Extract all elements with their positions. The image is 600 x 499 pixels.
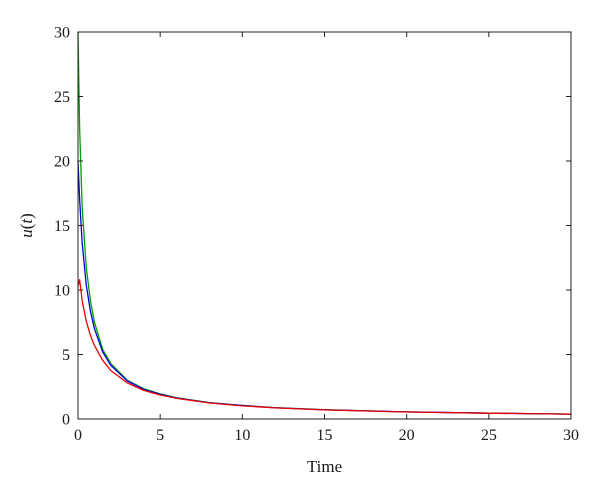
y-tick-label: 30 bbox=[54, 25, 70, 42]
series-line-3 bbox=[77, 279, 572, 415]
y-tick-label: 15 bbox=[54, 218, 70, 235]
series-line-1 bbox=[77, 31, 572, 415]
plot-frame bbox=[77, 31, 572, 420]
x-tick-label: 25 bbox=[481, 427, 497, 444]
x-tick-label: 20 bbox=[399, 427, 415, 444]
x-tick-label: 30 bbox=[563, 427, 579, 444]
axis-tick-labels: 0 5 10 15 20 25 30 0 5 10 15 20 25 30 bbox=[54, 25, 579, 445]
x-tick-label: 0 bbox=[74, 427, 82, 444]
x-tick-label: 5 bbox=[156, 427, 164, 444]
plot-lines bbox=[77, 31, 572, 415]
y-tick-label: 0 bbox=[62, 412, 70, 429]
y-tick-label: 25 bbox=[54, 89, 70, 106]
x-axis-title: Time bbox=[307, 457, 342, 476]
y-tick-label: 10 bbox=[54, 283, 70, 300]
x-tick-label: 10 bbox=[234, 427, 250, 444]
y-tick-label: 5 bbox=[62, 347, 70, 364]
y-axis-title: u(t) bbox=[17, 213, 36, 238]
series-line-2 bbox=[77, 160, 572, 415]
y-tick-label: 20 bbox=[54, 154, 70, 171]
axis-ticks bbox=[77, 31, 572, 420]
x-tick-label: 15 bbox=[317, 427, 333, 444]
